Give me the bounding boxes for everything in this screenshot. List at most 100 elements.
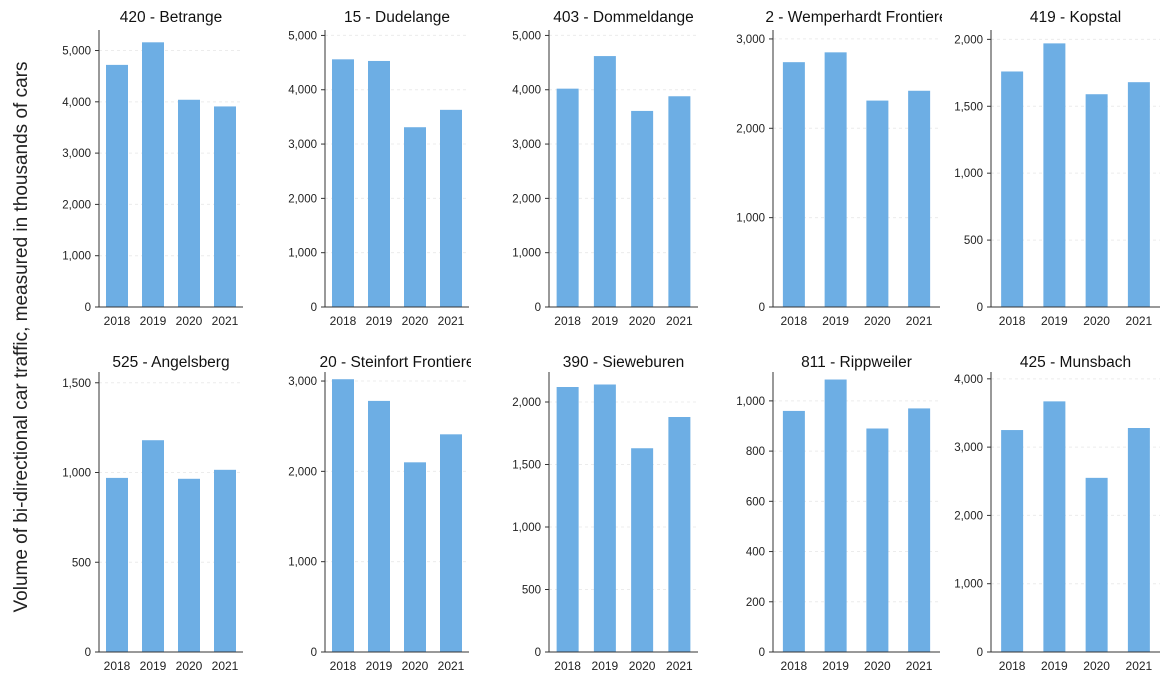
y-tick-label: 0 xyxy=(311,302,317,314)
bar xyxy=(142,440,164,652)
x-tick-label: 2019 xyxy=(140,659,167,673)
bar xyxy=(556,387,579,652)
panel-title: 425 - Munsbach xyxy=(1020,354,1131,371)
bar xyxy=(908,408,931,652)
bar xyxy=(368,60,390,308)
chart-panel: 2018 2019 2020 2021 0 500 1,000 1,500 2,000 390 -… xyxy=(512,354,698,673)
y-tick-label: 1,500 xyxy=(512,460,541,472)
chart-panel: 2018 2019 2020 2021 0 1,000 2,000 3,000 4,000 425… xyxy=(954,354,1160,673)
bar xyxy=(1085,94,1108,307)
bar xyxy=(368,400,390,652)
y-tick-label: 1,500 xyxy=(62,378,91,390)
bar xyxy=(824,379,847,652)
y-tick-label: 500 xyxy=(72,557,91,569)
chart-panel: 2018 2019 2020 2021 0 1,000 2,000 3,000 4,000 5,0… xyxy=(288,9,469,328)
chart-panel: 2018 2019 2020 2021 0 1,000 2,000 3,000 4,000 5,0… xyxy=(512,9,698,328)
y-tick-label: 4,000 xyxy=(512,85,541,97)
bar xyxy=(1001,71,1024,307)
bar xyxy=(593,384,616,652)
y-tick-label: 0 xyxy=(535,302,541,314)
y-tick-label: 1,000 xyxy=(954,579,983,591)
bar xyxy=(178,99,200,307)
bar xyxy=(178,478,200,652)
panel-title: 811 - Rippweiler xyxy=(801,354,912,371)
y-tick-label: 1,000 xyxy=(288,557,317,569)
chart-panel: 2018 2019 2020 2021 0 500 1,000 1,500 2,000 419 -… xyxy=(954,9,1160,328)
bar xyxy=(1043,43,1066,307)
x-tick-label: 2019 xyxy=(140,314,167,328)
x-tick-label: 2020 xyxy=(864,659,891,673)
bar xyxy=(142,42,164,308)
y-tick-label: 2,000 xyxy=(512,397,541,409)
y-tick-label: 0 xyxy=(977,647,983,659)
bar xyxy=(404,462,426,652)
y-tick-label: 5,000 xyxy=(62,46,91,58)
y-tick-label: 600 xyxy=(746,496,765,508)
bar xyxy=(668,96,691,307)
bar xyxy=(866,100,889,307)
x-tick-label: 2021 xyxy=(906,314,933,328)
bar xyxy=(824,52,847,308)
y-tick-label: 1,000 xyxy=(62,468,91,480)
y-tick-label: 2,000 xyxy=(512,193,541,205)
x-tick-label: 2020 xyxy=(629,659,656,673)
bar xyxy=(214,106,236,308)
figure-y-axis-label: Volume of bi-directional car traffic, me… xyxy=(11,61,32,613)
y-tick-label: 0 xyxy=(759,302,765,314)
y-tick-label: 200 xyxy=(746,597,765,609)
y-tick-label: 3,000 xyxy=(954,442,983,454)
x-tick-label: 2020 xyxy=(1083,659,1110,673)
y-tick-label: 0 xyxy=(759,647,765,659)
panel-title: 403 - Dommeldange xyxy=(553,9,693,26)
x-tick-label: 2021 xyxy=(212,314,239,328)
x-tick-label: 2020 xyxy=(176,314,203,328)
y-tick-label: 1,000 xyxy=(736,396,765,408)
bar xyxy=(1085,477,1108,652)
y-tick-label: 2,000 xyxy=(288,193,317,205)
y-tick-label: 0 xyxy=(85,302,91,314)
bar xyxy=(1127,428,1150,652)
bar xyxy=(440,434,462,652)
x-tick-label: 2018 xyxy=(554,314,581,328)
x-tick-label: 2019 xyxy=(1041,314,1068,328)
bar xyxy=(782,62,805,307)
y-tick-label: 3,000 xyxy=(512,139,541,151)
chart-panel: 2018 2019 2020 2021 0 1,000 2,000 3,000 4,000 5,0… xyxy=(62,9,243,328)
x-tick-label: 2018 xyxy=(781,659,808,673)
y-tick-label: 3,000 xyxy=(288,139,317,151)
bar xyxy=(1127,82,1150,307)
bar xyxy=(332,59,354,307)
bar xyxy=(332,379,354,652)
x-tick-label: 2018 xyxy=(104,314,131,328)
x-tick-label: 2019 xyxy=(592,659,619,673)
x-tick-label: 2021 xyxy=(666,659,693,673)
chart-panel: 2018 2019 2020 2021 0 500 1,000 1,500 525 - Ange… xyxy=(62,354,243,673)
y-tick-label: 1,000 xyxy=(512,248,541,260)
y-tick-label: 1,000 xyxy=(512,522,541,534)
bar xyxy=(1001,430,1024,652)
x-tick-label: 2021 xyxy=(212,659,239,673)
x-tick-label: 2021 xyxy=(666,314,693,328)
y-tick-label: 1,000 xyxy=(954,168,983,180)
x-tick-label: 2018 xyxy=(999,314,1026,328)
x-tick-label: 2020 xyxy=(402,659,429,673)
y-tick-label: 2,000 xyxy=(62,199,91,211)
x-tick-label: 2019 xyxy=(366,314,393,328)
x-tick-label: 2018 xyxy=(781,314,808,328)
y-tick-label: 5,000 xyxy=(512,30,541,42)
x-tick-label: 2019 xyxy=(822,659,849,673)
bar xyxy=(908,90,931,307)
bar xyxy=(106,64,128,307)
x-tick-label: 2018 xyxy=(330,314,357,328)
y-tick-label: 0 xyxy=(977,302,983,314)
bar xyxy=(593,56,616,307)
x-tick-label: 2020 xyxy=(402,314,429,328)
x-tick-label: 2021 xyxy=(906,659,933,673)
bar xyxy=(106,477,128,652)
y-tick-label: 400 xyxy=(746,547,765,559)
bar xyxy=(782,410,805,652)
y-tick-label: 500 xyxy=(522,585,541,597)
y-tick-label: 2,000 xyxy=(954,34,983,46)
